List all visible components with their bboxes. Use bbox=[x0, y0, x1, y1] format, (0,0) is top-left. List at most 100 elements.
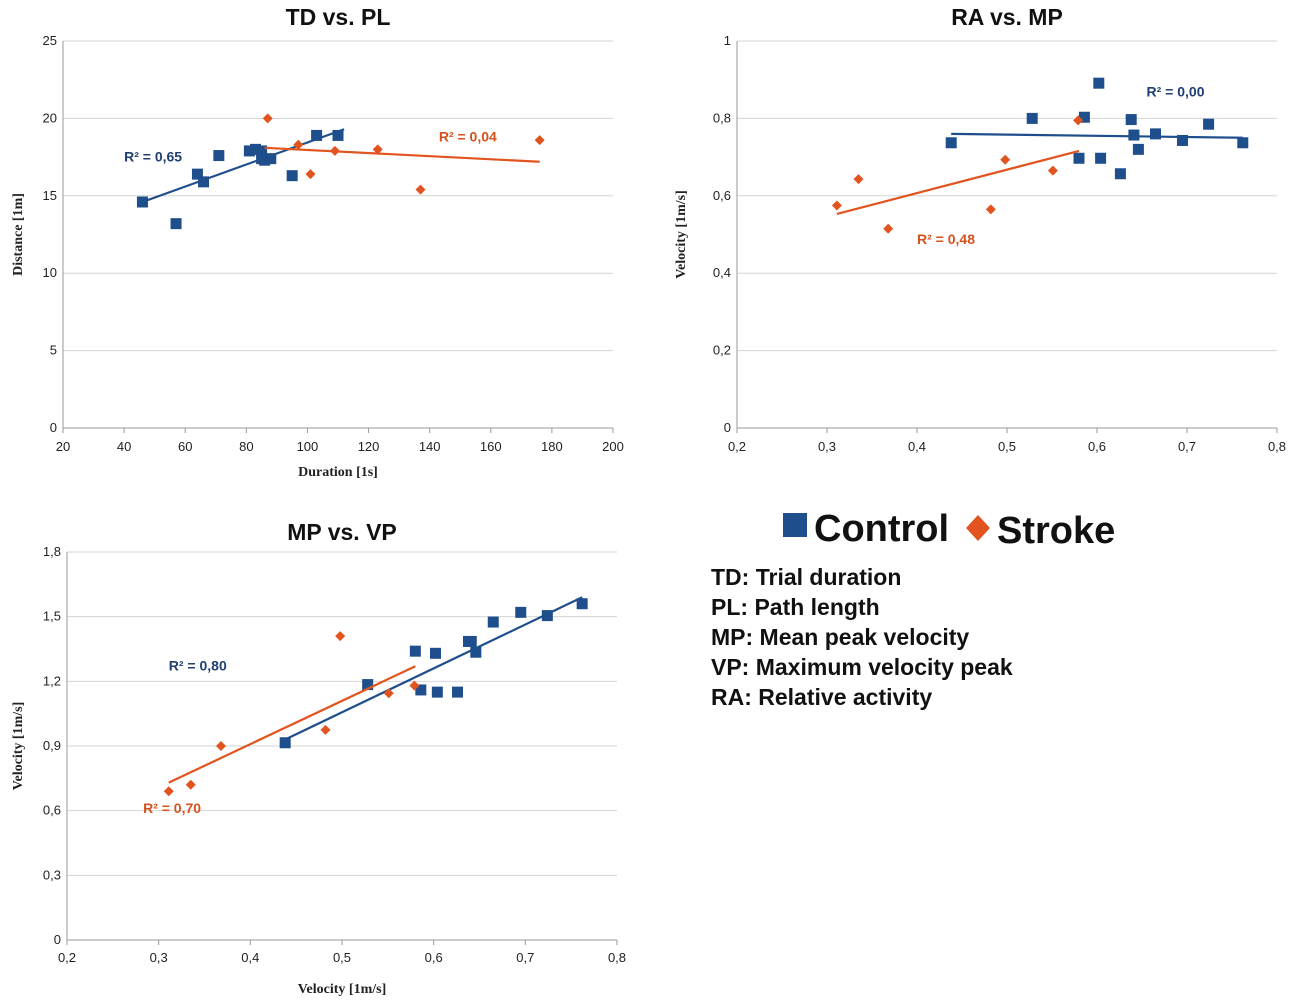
x-axis-label: Velocity [1m/s] bbox=[298, 982, 387, 997]
x-tick-label: 0,7 bbox=[1178, 439, 1196, 454]
control-data-point bbox=[311, 129, 323, 141]
stroke-r-squared-label: R² = 0,48 bbox=[917, 231, 975, 247]
control-data-point bbox=[332, 129, 344, 141]
control-trendline bbox=[951, 132, 1243, 139]
stroke-data-point bbox=[216, 741, 226, 751]
stroke-data-point bbox=[853, 174, 864, 185]
stroke-data-point bbox=[320, 724, 331, 735]
control-data-point bbox=[243, 145, 255, 157]
control-data-point bbox=[1150, 128, 1161, 140]
stroke-data-point bbox=[185, 779, 196, 790]
y-axis-label: Distance [1m] bbox=[11, 193, 26, 276]
control-data-point bbox=[191, 168, 203, 180]
legend-stroke-marker bbox=[966, 515, 990, 541]
x-tick-label: 0,5 bbox=[998, 439, 1016, 454]
x-tick-label: 0,8 bbox=[1268, 439, 1286, 454]
chart-ra-vs-mp: 0 0,2 0,4 0,6 0,8 1 0,2 0,3 0,4 0,5 0,6 0,7 0,8 RA vs… bbox=[674, 4, 1286, 454]
x-tick-label: 180 bbox=[541, 439, 563, 454]
x-tick-label: 160 bbox=[480, 439, 502, 454]
stroke-r-squared-label: R² = 0,04 bbox=[439, 129, 497, 145]
legend-control-marker bbox=[783, 513, 807, 537]
abbrev-td: TD: Trial duration bbox=[711, 564, 901, 590]
control-data-point bbox=[1237, 137, 1249, 149]
control-data-point bbox=[1125, 114, 1137, 126]
control-data-point bbox=[465, 635, 477, 647]
control-data-point bbox=[256, 145, 268, 157]
stroke-data-point bbox=[293, 139, 304, 150]
x-tick-label: 200 bbox=[602, 439, 624, 454]
stroke-trendline bbox=[264, 146, 540, 163]
y-tick-label: 1,5 bbox=[43, 609, 61, 624]
x-tick-label: 0,8 bbox=[608, 950, 626, 965]
control-r-squared-label: R² = 0,65 bbox=[124, 149, 182, 165]
abbrev-vp: VP: Maximum velocity peak bbox=[711, 654, 1013, 680]
control-data-point bbox=[452, 686, 463, 698]
abbrev-mp: MP: Mean peak velocity bbox=[711, 624, 969, 650]
y-tick-label: 0,3 bbox=[43, 867, 61, 882]
control-data-point bbox=[1132, 143, 1144, 155]
control-data-point bbox=[541, 610, 553, 622]
x-tick-label: 0,7 bbox=[516, 950, 534, 965]
y-tick-label: 1 bbox=[724, 33, 731, 48]
y-tick-label: 0,8 bbox=[713, 110, 731, 125]
control-data-point bbox=[265, 153, 277, 165]
control-data-point bbox=[362, 679, 374, 691]
control-data-point bbox=[1177, 134, 1188, 146]
x-tick-label: 0,2 bbox=[58, 950, 76, 965]
abbrev-ra: RA: Relative activity bbox=[711, 684, 932, 710]
stroke-data-point bbox=[409, 680, 420, 691]
y-tick-label: 0 bbox=[50, 420, 57, 435]
y-tick-label: 10 bbox=[43, 265, 57, 280]
x-tick-label: 20 bbox=[56, 439, 70, 454]
stroke-data-point bbox=[305, 169, 316, 180]
x-tick-label: 0,4 bbox=[241, 950, 259, 965]
y-tick-label: 0,6 bbox=[43, 803, 61, 818]
control-data-point bbox=[1203, 118, 1215, 130]
x-tick-label: 0,5 bbox=[333, 950, 351, 965]
stroke-data-point bbox=[1000, 154, 1011, 165]
y-tick-label: 1,8 bbox=[43, 544, 61, 559]
y-tick-label: 0 bbox=[724, 420, 731, 435]
control-trendline bbox=[142, 128, 345, 204]
y-tick-label: 25 bbox=[43, 33, 57, 48]
stroke-data-point bbox=[1073, 115, 1084, 126]
legend-control-label: Control bbox=[814, 508, 949, 550]
y-tick-label: 0,9 bbox=[43, 738, 61, 753]
control-data-point bbox=[1093, 77, 1105, 89]
chart-mp-vs-vp: 0 0,3 0,6 0,9 1,2 1,5 1,8 0,2 0,3 0,4 0,5 0,6 0,7 0,8… bbox=[11, 519, 626, 997]
chart-title: RA vs. MP bbox=[951, 4, 1063, 30]
x-tick-label: 0,6 bbox=[1088, 439, 1106, 454]
control-trendline bbox=[284, 596, 583, 741]
control-data-point bbox=[470, 646, 482, 658]
abbreviation-list: TD: Trial duration PL: Path length MP: M… bbox=[711, 564, 1013, 710]
stroke-data-point bbox=[262, 113, 273, 124]
x-tick-label: 0,3 bbox=[150, 950, 168, 965]
x-tick-label: 40 bbox=[117, 439, 131, 454]
control-data-point bbox=[415, 684, 427, 696]
legend: Control Stroke bbox=[783, 508, 1115, 552]
x-tick-label: 0,4 bbox=[908, 439, 926, 454]
control-data-point bbox=[250, 143, 261, 155]
control-data-point bbox=[487, 616, 499, 628]
stroke-data-point bbox=[163, 786, 174, 797]
x-tick-label: 0,2 bbox=[728, 439, 746, 454]
legend-stroke-label: Stroke bbox=[997, 510, 1115, 552]
control-data-point bbox=[1095, 152, 1107, 164]
x-axis-label: Duration [1s] bbox=[298, 465, 378, 480]
control-data-point bbox=[213, 150, 225, 162]
chart-title: TD vs. PL bbox=[286, 4, 391, 30]
stroke-r-squared-label: R² = 0,70 bbox=[143, 800, 201, 816]
control-data-point bbox=[259, 154, 271, 166]
stroke-data-point bbox=[985, 204, 996, 215]
chart-td-vs-pl: 0 5 10 15 20 25 20 40 60 80 100 120 140 160 180 200 TD v… bbox=[11, 4, 624, 480]
control-data-point bbox=[409, 645, 421, 657]
chart-title: MP vs. VP bbox=[287, 519, 397, 545]
control-data-point bbox=[431, 686, 443, 698]
control-data-point bbox=[430, 647, 441, 659]
stroke-trendline bbox=[168, 665, 416, 784]
x-tick-label: 0,3 bbox=[818, 439, 836, 454]
control-data-point bbox=[1078, 111, 1090, 123]
control-data-point bbox=[1073, 152, 1085, 164]
control-data-point bbox=[945, 137, 957, 149]
control-r-squared-label: R² = 0,00 bbox=[1147, 83, 1205, 99]
